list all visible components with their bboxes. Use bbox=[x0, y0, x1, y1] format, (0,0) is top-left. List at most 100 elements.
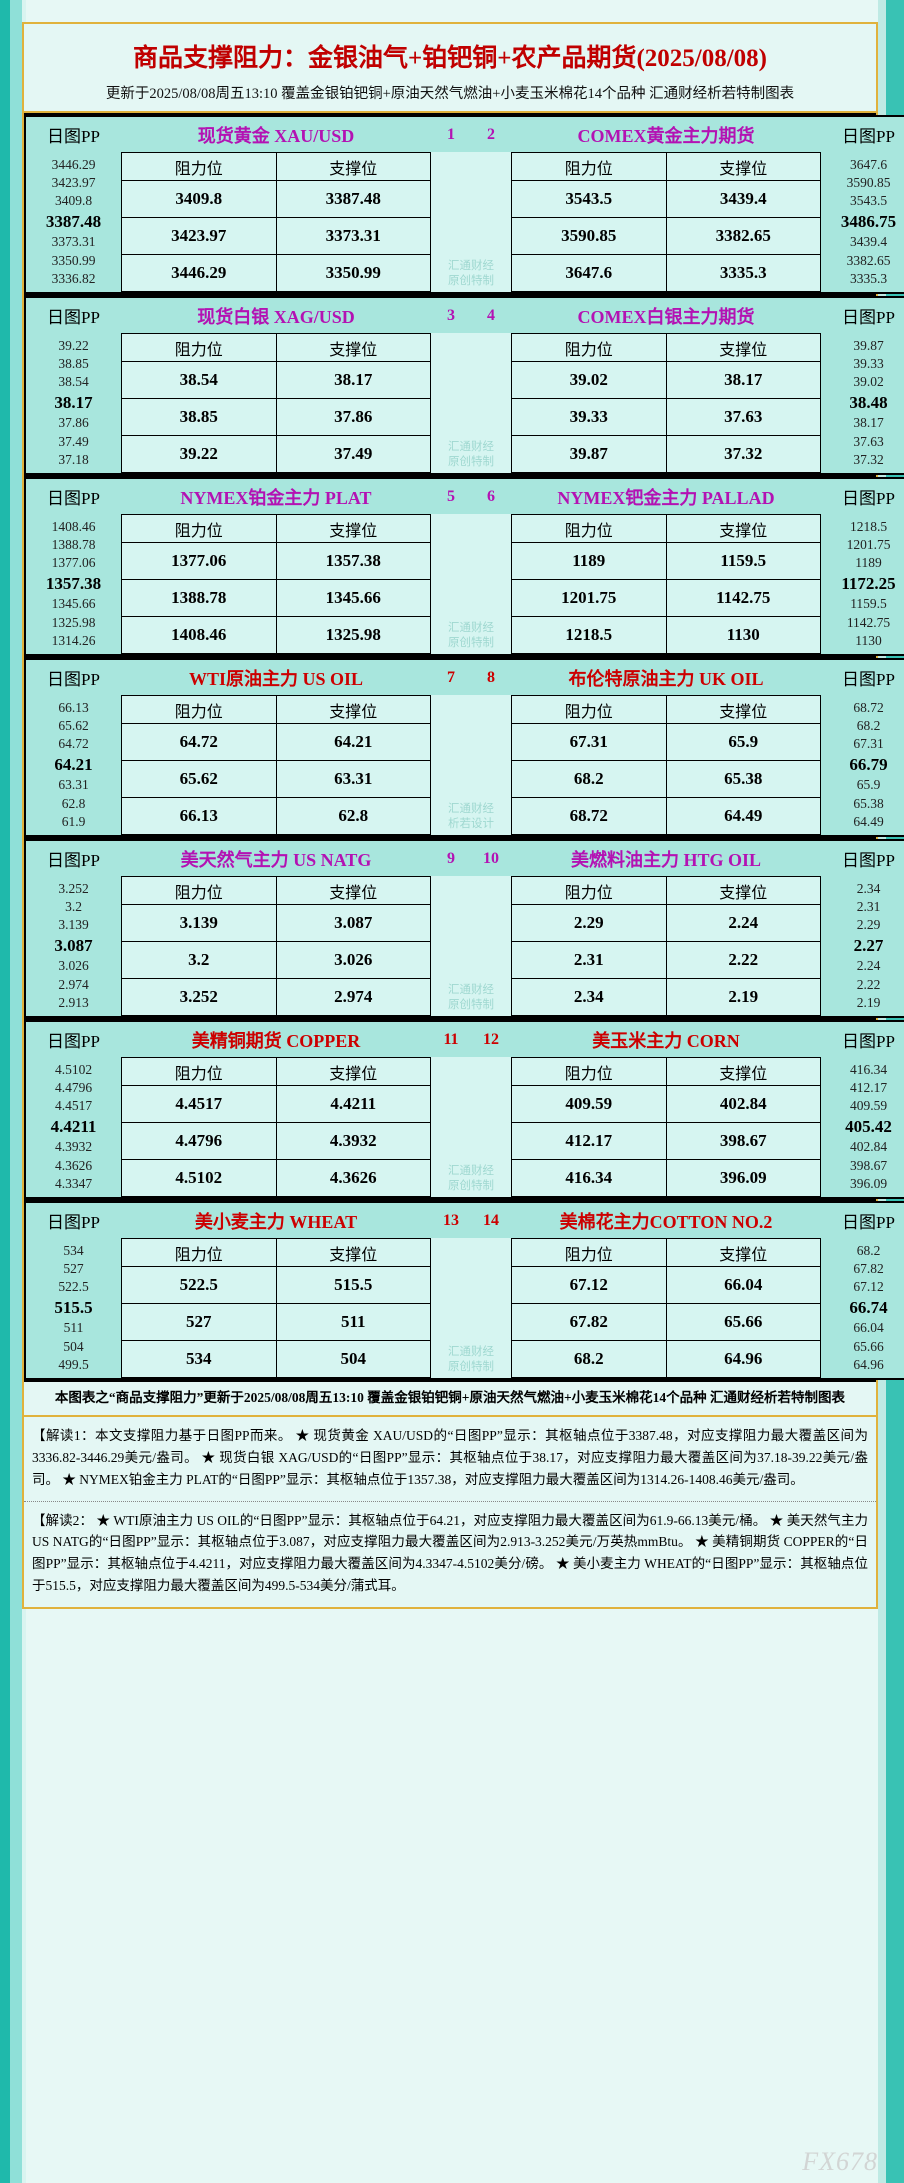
page-title: 商品支撑阻力：金银油气+铂钯铜+农产品期货(2025/08/08) bbox=[132, 45, 768, 72]
resistance-value: 39.22 bbox=[121, 435, 277, 473]
block-number-left: 13 bbox=[431, 1202, 471, 1238]
pp-header-right: 日图PP bbox=[821, 297, 904, 333]
watermark-line-2: 原创特制 bbox=[448, 274, 494, 287]
pp-header-left: 日图PP bbox=[25, 116, 121, 152]
block-number-right: 2 bbox=[471, 116, 511, 152]
resistance-value: 38.85 bbox=[121, 398, 277, 436]
table-row: 416.34 396.09 bbox=[511, 1159, 821, 1197]
support-value: 4.4211 bbox=[275, 1085, 431, 1123]
pp-value: 3423.97 bbox=[51, 175, 96, 191]
pp-value: 38.85 bbox=[58, 356, 89, 372]
levels-table: 阻力位 支撑位 39.02 38.17 39.33 37.63 39.87 37… bbox=[511, 333, 821, 473]
pp-value: 409.59 bbox=[849, 1098, 888, 1114]
pp-value: 39.02 bbox=[853, 374, 884, 390]
pp-value: 1388.78 bbox=[51, 537, 96, 553]
pp-column: 3.252 3.2 3.139 3.087 3.026 2.974 2.913 bbox=[25, 876, 121, 1017]
levels-table: 阻力位 支撑位 64.72 64.21 65.62 63.31 66.13 62… bbox=[121, 695, 431, 835]
center-watermark: 汇通财经 原创特制 bbox=[431, 876, 511, 1017]
pp-value: 504 bbox=[63, 1338, 84, 1354]
resistance-value: 3423.97 bbox=[121, 217, 277, 255]
pp-value: 2.29 bbox=[856, 917, 881, 933]
pp-column: 39.87 39.33 39.02 38.48 38.17 37.63 37.32 bbox=[821, 333, 904, 474]
pp-value: 3.087 bbox=[54, 935, 93, 955]
pp-value: 4.3626 bbox=[54, 1157, 93, 1173]
pp-value: 402.84 bbox=[849, 1139, 888, 1155]
levels-table: 阻力位 支撑位 4.4517 4.4211 4.4796 4.3932 4.51… bbox=[121, 1057, 431, 1197]
block-number-left: 5 bbox=[431, 478, 471, 514]
levels-cell: 阻力位 支撑位 1377.06 1357.38 1388.78 1345.66 … bbox=[121, 514, 431, 655]
pp-value: 66.74 bbox=[849, 1297, 888, 1317]
watermark-line-2: 原创特制 bbox=[448, 998, 494, 1011]
support-header: 支撑位 bbox=[275, 1057, 431, 1086]
center-watermark: 汇通财经 原创特制 bbox=[431, 333, 511, 474]
watermark-line-2: 原创特制 bbox=[448, 455, 494, 468]
levels-cell: 阻力位 支撑位 67.31 65.9 68.2 65.38 68.72 64.4… bbox=[511, 695, 821, 836]
table-row: 68.72 64.49 bbox=[511, 797, 821, 835]
pp-value: 511 bbox=[63, 1320, 84, 1336]
support-value: 3335.3 bbox=[665, 254, 821, 292]
pp-value: 66.04 bbox=[853, 1320, 884, 1336]
pp-value: 3409.8 bbox=[54, 193, 93, 209]
support-value: 2.24 bbox=[665, 904, 821, 942]
resistance-value: 68.72 bbox=[511, 797, 667, 835]
resistance-value: 2.31 bbox=[511, 941, 667, 979]
resistance-header: 阻力位 bbox=[121, 333, 277, 362]
resistance-header: 阻力位 bbox=[121, 1057, 277, 1086]
instrument-title: WTI原油主力 US OIL bbox=[121, 659, 431, 695]
pp-value: 64.49 bbox=[853, 813, 884, 829]
instrument-title: 美燃料油主力 HTG OIL bbox=[511, 840, 821, 876]
pp-value: 1218.5 bbox=[849, 518, 888, 534]
table-row: 67.12 66.04 bbox=[511, 1266, 821, 1304]
pp-value: 3.139 bbox=[58, 917, 89, 933]
pp-value: 1159.5 bbox=[850, 596, 887, 612]
pp-value: 62.8 bbox=[61, 795, 86, 811]
resistance-value: 67.82 bbox=[511, 1303, 667, 1341]
block-table: 日图PP 美小麦主力 WHEAT 13 14 美棉花主力COTTON NO.2 … bbox=[24, 1201, 904, 1380]
pp-value: 67.12 bbox=[853, 1279, 884, 1295]
support-value: 3.026 bbox=[275, 941, 431, 979]
pp-header-left: 日图PP bbox=[25, 478, 121, 514]
resistance-header: 阻力位 bbox=[121, 514, 277, 543]
table-row: 67.31 65.9 bbox=[511, 723, 821, 761]
pp-value: 3373.31 bbox=[51, 234, 96, 250]
table-row: 3.252 2.974 bbox=[121, 978, 431, 1016]
watermark-line-1: 汇通财经 bbox=[448, 260, 494, 273]
pp-header-right: 日图PP bbox=[821, 1021, 904, 1057]
pp-column: 416.34 412.17 409.59 405.42 402.84 398.67 396.… bbox=[821, 1057, 904, 1198]
pp-value: 1130 bbox=[855, 632, 882, 648]
support-value: 62.8 bbox=[275, 797, 431, 835]
levels-header-row: 阻力位 支撑位 bbox=[121, 876, 431, 905]
table-row: 4.5102 4.3626 bbox=[121, 1159, 431, 1197]
pp-header-left: 日图PP bbox=[25, 659, 121, 695]
pp-value: 3647.6 bbox=[849, 156, 888, 172]
block-table: 日图PP WTI原油主力 US OIL 7 8 布伦特原油主力 UK OIL 日… bbox=[24, 658, 904, 837]
support-value: 3373.31 bbox=[275, 217, 431, 255]
block-number-right: 14 bbox=[471, 1202, 511, 1238]
resistance-value: 3647.6 bbox=[511, 254, 667, 292]
pp-column: 4.5102 4.4796 4.4517 4.4211 4.3932 4.3626 4.33… bbox=[25, 1057, 121, 1198]
resistance-value: 4.4517 bbox=[121, 1085, 277, 1123]
support-header: 支撑位 bbox=[275, 333, 431, 362]
support-value: 396.09 bbox=[665, 1159, 821, 1197]
block-header-row: 日图PP 美精铜期货 COPPER 11 12 美玉米主力 CORN 日图PP bbox=[25, 1021, 904, 1057]
support-value: 37.49 bbox=[275, 435, 431, 473]
support-header: 支撑位 bbox=[665, 514, 821, 543]
support-value: 504 bbox=[275, 1340, 431, 1378]
block-header-row: 日图PP WTI原油主力 US OIL 7 8 布伦特原油主力 UK OIL 日… bbox=[25, 659, 904, 695]
support-value: 402.84 bbox=[665, 1085, 821, 1123]
table-row: 3590.85 3382.65 bbox=[511, 217, 821, 255]
footer-note: 本图表之“商品支撑阻力”更新于2025/08/08周五13:10 覆盖金银铂钯铜… bbox=[24, 1380, 876, 1417]
pp-value: 3486.75 bbox=[840, 211, 897, 231]
support-value: 37.63 bbox=[665, 398, 821, 436]
resistance-value: 2.34 bbox=[511, 978, 667, 1016]
pp-column: 2.34 2.31 2.29 2.27 2.24 2.22 2.19 bbox=[821, 876, 904, 1017]
table-row: 1408.46 1325.98 bbox=[121, 616, 431, 654]
pp-header-right: 日图PP bbox=[821, 1202, 904, 1238]
instrument-title: COMEX黄金主力期货 bbox=[511, 116, 821, 152]
resistance-value: 3409.8 bbox=[121, 180, 277, 218]
pp-value: 3387.48 bbox=[45, 211, 102, 231]
instrument-title: 布伦特原油主力 UK OIL bbox=[511, 659, 821, 695]
instrument-block: 日图PP 美小麦主力 WHEAT 13 14 美棉花主力COTTON NO.2 … bbox=[24, 1199, 904, 1380]
pp-column: 534 527 522.5 515.5 511 504 499.5 bbox=[25, 1238, 121, 1379]
support-value: 3382.65 bbox=[665, 217, 821, 255]
